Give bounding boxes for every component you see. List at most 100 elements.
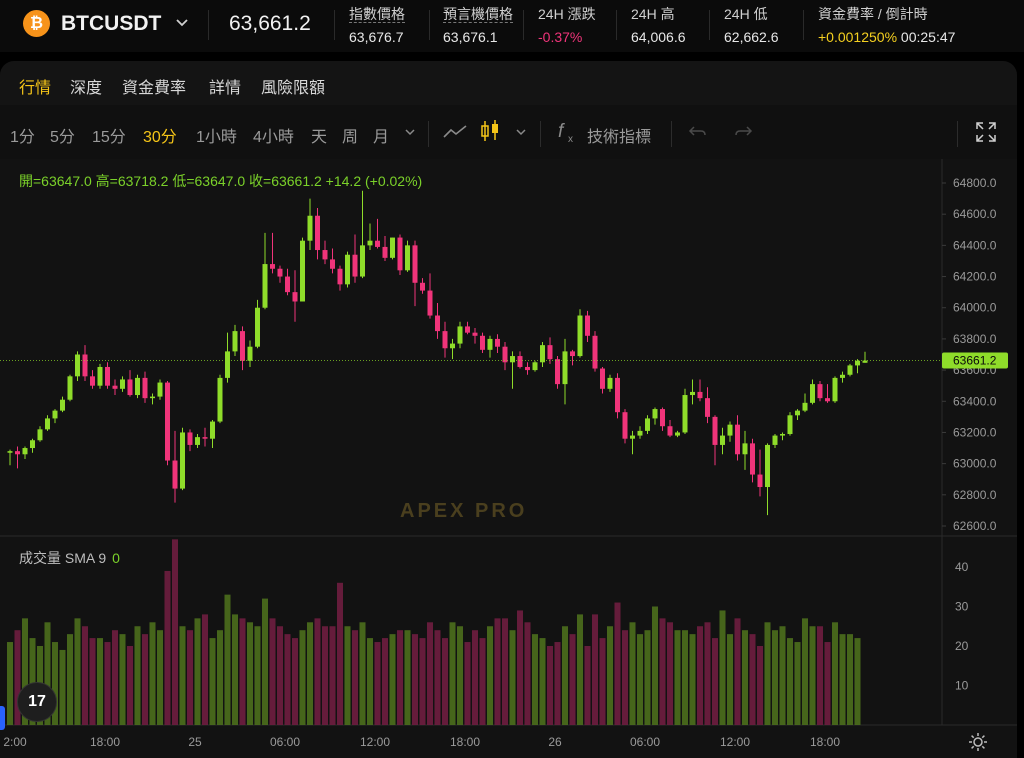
- stat-value: 64,006.6: [631, 29, 686, 45]
- candle-body: [187, 432, 193, 445]
- candle-body: [397, 237, 403, 271]
- candle-body: [540, 345, 545, 363]
- volume-bar: [157, 630, 163, 725]
- volume-tick-label: 20: [955, 639, 969, 653]
- fullscreen-icon[interactable]: [975, 121, 997, 143]
- interval-1M[interactable]: 月: [373, 129, 390, 146]
- interval-4h[interactable]: 4小時: [253, 129, 294, 146]
- stat-funding-rate[interactable]: 資金費率 / 倒計時 +0.001250% 00:25:47: [818, 4, 955, 45]
- candle-body: [855, 360, 860, 366]
- indicators-button[interactable]: 技術指標: [587, 129, 652, 146]
- tab-market[interactable]: 行情: [19, 80, 52, 97]
- stat-oracle-price[interactable]: 預言機價格 63,676.1: [443, 4, 513, 45]
- stat-label: 預言機價格: [443, 6, 513, 23]
- candle-body: [765, 444, 770, 488]
- candle-body: [810, 384, 815, 403]
- candle-body: [202, 437, 208, 439]
- interval-1w[interactable]: 周: [342, 129, 359, 146]
- candle-body: [720, 435, 725, 445]
- volume-bar: [292, 638, 298, 725]
- interval-30m[interactable]: 30分: [143, 129, 177, 146]
- tradingview-logo[interactable]: 17: [17, 682, 57, 722]
- candle-body: [652, 409, 658, 419]
- volume-bar: [307, 622, 313, 725]
- interval-1d[interactable]: 天: [311, 129, 328, 146]
- volume-bar: [742, 630, 748, 725]
- volume-bar: [44, 622, 51, 725]
- redo-icon[interactable]: [733, 123, 753, 141]
- candle-body: [67, 376, 73, 400]
- gear-icon[interactable]: [967, 731, 989, 753]
- volume-bar: [487, 626, 493, 725]
- candle-body: [450, 343, 455, 349]
- volume-bar: [592, 614, 598, 725]
- price-tick-label: 64400.0: [953, 238, 997, 252]
- candle-body: [15, 451, 20, 455]
- tab-details[interactable]: 詳情: [209, 80, 242, 97]
- candle-body: [420, 282, 425, 291]
- candle-body: [217, 377, 223, 422]
- candlestick-icon[interactable]: [479, 118, 501, 144]
- price-tick-label: 63400.0: [953, 394, 997, 408]
- candlestick-chart[interactable]: APEX PRO 64800.0 64600.0 64400.0 64200.0 640…: [0, 159, 1017, 758]
- candle-body: [37, 429, 43, 441]
- volume-bar: [809, 626, 816, 725]
- candle-body: [510, 356, 515, 363]
- volume-bar: [749, 634, 756, 725]
- stat-value: 62,662.6: [724, 29, 779, 45]
- volume-bar: [689, 634, 696, 725]
- tab-funding-rate[interactable]: 資金費率: [122, 80, 187, 97]
- tab-risk-limit[interactable]: 風險限額: [261, 80, 326, 97]
- last-price: 63,661.2: [229, 12, 311, 35]
- volume-bar: [112, 630, 118, 725]
- volume-bar: [764, 622, 771, 725]
- interval-15m[interactable]: 15分: [92, 129, 126, 146]
- stat-index-price[interactable]: 指數價格 63,676.7: [349, 4, 405, 45]
- candle-body: [847, 365, 853, 375]
- volume-bar: [532, 634, 538, 725]
- interval-1h[interactable]: 1小時: [196, 129, 237, 146]
- volume-bar: [7, 642, 13, 725]
- candle-body: [360, 245, 365, 277]
- time-tick-label: 18:00: [450, 735, 480, 749]
- candle-body: [585, 315, 590, 336]
- chevron-down-icon[interactable]: [403, 125, 417, 139]
- interval-1m[interactable]: 1分: [10, 129, 35, 146]
- candle-body: [382, 246, 388, 258]
- candle-body: [772, 435, 778, 445]
- volume-bar: [472, 630, 478, 725]
- volume-bar: [832, 622, 838, 725]
- candle-body: [532, 362, 538, 371]
- volume-tick-label: 10: [955, 679, 969, 693]
- candle-body: [22, 448, 28, 455]
- candle-body: [742, 443, 748, 455]
- candle-body: [750, 443, 755, 475]
- symbol-selector[interactable]: BTCUSDT: [61, 12, 162, 35]
- price-tick-label: 63200.0: [953, 425, 997, 439]
- candle-body: [667, 426, 673, 436]
- volume-bar: [247, 622, 253, 725]
- stat-24h-high: 24H 高 64,006.6: [631, 4, 686, 45]
- candle-body: [7, 451, 13, 453]
- funding-countdown: 00:25:47: [900, 29, 956, 45]
- candle-body: [30, 440, 35, 449]
- candle-body: [637, 430, 643, 436]
- volume-bar: [644, 630, 651, 725]
- undo-icon[interactable]: [688, 123, 708, 141]
- volume-bar: [89, 638, 96, 725]
- volume-bar: [599, 638, 606, 725]
- candle-body: [322, 250, 328, 260]
- candle-body: [787, 415, 793, 435]
- interval-5m[interactable]: 5分: [50, 129, 75, 146]
- candle-body: [495, 338, 500, 347]
- chevron-down-icon[interactable]: [514, 125, 528, 139]
- chevron-down-icon[interactable]: [174, 14, 190, 30]
- side-handle[interactable]: [0, 706, 5, 730]
- line-chart-icon[interactable]: [442, 121, 468, 143]
- tab-depth[interactable]: 深度: [70, 80, 103, 97]
- divider: [616, 10, 617, 40]
- divider: [429, 10, 430, 40]
- candle-body: [127, 379, 133, 396]
- candle-body: [195, 437, 200, 445]
